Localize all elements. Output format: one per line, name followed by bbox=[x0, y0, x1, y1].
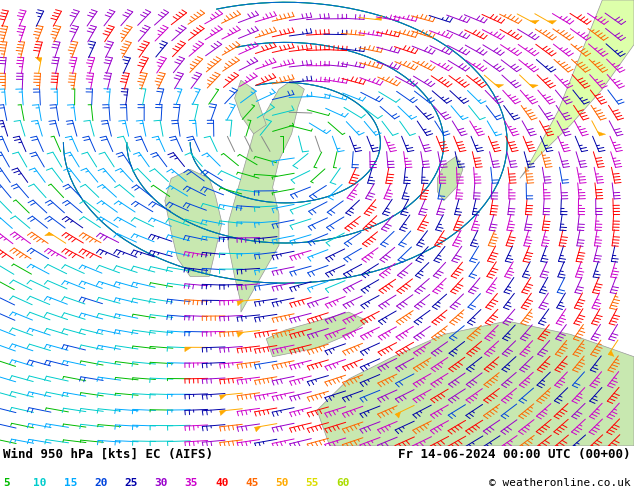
Text: 20: 20 bbox=[94, 478, 107, 488]
Text: 30: 30 bbox=[155, 478, 168, 488]
Text: 50: 50 bbox=[276, 478, 289, 488]
Text: 60: 60 bbox=[336, 478, 349, 488]
Polygon shape bbox=[529, 84, 538, 88]
Polygon shape bbox=[255, 426, 261, 432]
Polygon shape bbox=[35, 57, 41, 62]
Polygon shape bbox=[437, 156, 463, 201]
Polygon shape bbox=[520, 0, 634, 178]
Text: 35: 35 bbox=[184, 478, 198, 488]
Polygon shape bbox=[609, 350, 614, 356]
Polygon shape bbox=[237, 301, 243, 306]
Polygon shape bbox=[597, 131, 605, 136]
Text: 25: 25 bbox=[124, 478, 138, 488]
Polygon shape bbox=[220, 395, 226, 400]
Polygon shape bbox=[375, 16, 382, 20]
Polygon shape bbox=[266, 312, 368, 357]
Polygon shape bbox=[317, 321, 634, 446]
Text: Fr 14-06-2024 00:00 UTC (00+00): Fr 14-06-2024 00:00 UTC (00+00) bbox=[398, 448, 631, 461]
Polygon shape bbox=[44, 232, 54, 236]
Polygon shape bbox=[185, 347, 191, 352]
Text: 45: 45 bbox=[245, 478, 259, 488]
Polygon shape bbox=[235, 80, 266, 134]
Polygon shape bbox=[495, 84, 503, 88]
Text: Wind 950 hPa [kts] EC (AIFS): Wind 950 hPa [kts] EC (AIFS) bbox=[3, 448, 213, 461]
Polygon shape bbox=[220, 411, 226, 416]
Polygon shape bbox=[530, 20, 539, 24]
Text: 5: 5 bbox=[3, 478, 10, 488]
Polygon shape bbox=[237, 332, 243, 337]
Polygon shape bbox=[395, 412, 401, 418]
Text: © weatheronline.co.uk: © weatheronline.co.uk bbox=[489, 478, 631, 488]
Text: 10: 10 bbox=[34, 478, 47, 488]
Text: 40: 40 bbox=[215, 478, 228, 488]
Polygon shape bbox=[548, 21, 557, 24]
Text: 55: 55 bbox=[306, 478, 320, 488]
Text: 15: 15 bbox=[63, 478, 77, 488]
Polygon shape bbox=[228, 80, 304, 312]
Polygon shape bbox=[165, 170, 222, 276]
